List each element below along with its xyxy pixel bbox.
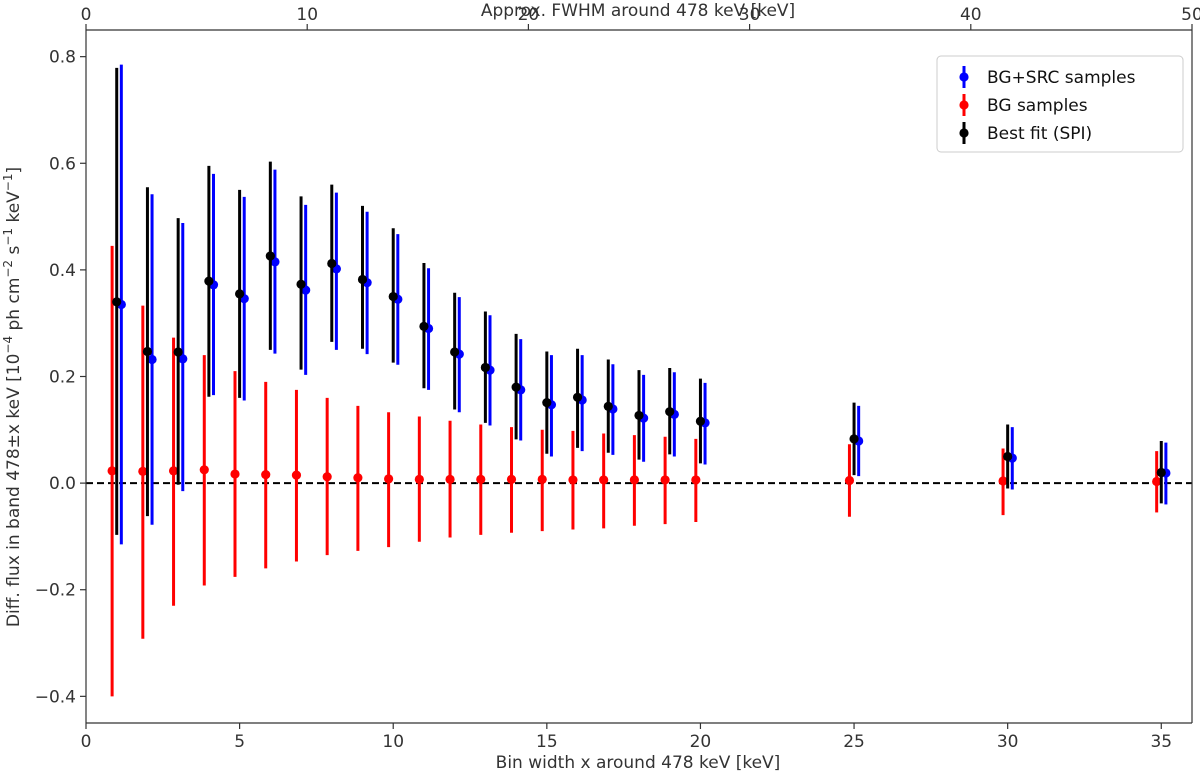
data-point	[1003, 451, 1013, 462]
data-marks	[86, 64, 1192, 697]
data-point	[629, 475, 639, 485]
data-point	[138, 466, 148, 476]
data-point	[419, 321, 429, 331]
data-point	[178, 354, 188, 364]
data-point	[112, 297, 122, 307]
data-point	[634, 410, 644, 421]
series-1	[107, 245, 1162, 697]
data-point	[230, 469, 240, 479]
data-point	[665, 407, 675, 417]
data-point	[388, 291, 398, 302]
data-point	[414, 474, 424, 484]
data-point	[476, 474, 486, 484]
x-tick-label: 0	[81, 732, 92, 752]
data-point	[568, 475, 578, 485]
data-point	[204, 276, 214, 286]
data-point	[235, 289, 245, 299]
top-x-tick-label: 0	[81, 5, 92, 25]
data-point	[322, 472, 332, 482]
data-point	[572, 392, 583, 402]
data-point	[353, 473, 363, 483]
data-point	[107, 466, 117, 476]
data-point	[480, 362, 490, 373]
top-x-tick-label: 40	[960, 5, 982, 25]
y-tick-label: 0.6	[49, 154, 76, 174]
legend-marker	[959, 128, 969, 138]
data-point	[147, 354, 157, 365]
data-point	[265, 251, 275, 261]
y-tick-label: 0.2	[49, 368, 76, 388]
data-point	[537, 474, 547, 484]
x-tick-label: 20	[690, 732, 712, 752]
data-point	[998, 476, 1008, 486]
series-2	[112, 67, 1166, 535]
y-tick-label: 0.4	[49, 261, 76, 281]
data-point	[384, 474, 394, 484]
top-x-tick-label: 20	[518, 5, 540, 25]
x-tick-label: 5	[234, 732, 245, 752]
data-point	[1152, 476, 1162, 487]
data-point	[844, 475, 855, 486]
data-point	[357, 274, 368, 285]
data-point	[542, 398, 552, 408]
data-point	[445, 474, 455, 484]
y-axis-label: Diff. flux in band 478±x keV [10−4 ph cm…	[1, 167, 24, 627]
legend-entries: BG+SRC samples BG samples Best fit (SPI)	[959, 66, 1136, 144]
top-x-tick-label: 30	[739, 5, 761, 25]
top-x-tick-label: 50	[1181, 5, 1200, 25]
legend-marker	[959, 72, 969, 82]
data-point	[450, 347, 460, 357]
data-point	[511, 382, 521, 392]
x-tick-label: 30	[997, 732, 1019, 752]
data-point	[327, 258, 337, 269]
data-point	[691, 475, 701, 485]
x-tick-label: 25	[843, 732, 865, 752]
data-point	[261, 469, 271, 480]
data-point	[506, 474, 517, 484]
legend-label: BG samples	[987, 96, 1088, 116]
top-x-axis-label: Approx. FWHM around 478 keV [keV]	[481, 1, 795, 21]
y-tick-label: 0.0	[49, 474, 76, 494]
data-point	[296, 279, 306, 289]
legend-label: Best fit (SPI)	[987, 124, 1092, 144]
legend-marker	[959, 100, 969, 110]
data-point	[168, 466, 179, 476]
legend-frame	[936, 55, 1184, 153]
data-point	[849, 434, 859, 444]
y-tick-label: −0.2	[35, 581, 76, 601]
data-point	[291, 470, 302, 480]
data-point	[603, 401, 613, 411]
top-x-tick-label: 10	[296, 5, 318, 25]
data-point	[660, 475, 670, 485]
x-tick-label: 10	[382, 732, 404, 752]
y-tick-label: 0.8	[49, 48, 76, 68]
x-axis-label: Bin width x around 478 keV [keV]	[496, 753, 781, 773]
data-point	[695, 416, 706, 426]
x-tick-label: 15	[536, 732, 558, 752]
data-point	[599, 475, 609, 485]
y-tick-label: −0.4	[35, 687, 76, 707]
legend-label: BG+SRC samples	[987, 68, 1136, 88]
x-tick-label: 35	[1150, 732, 1172, 752]
data-point	[173, 347, 183, 357]
data-point	[142, 346, 153, 357]
ticks: 0 5 10 15 20 25 30 35 0 10 20 30 40 50 −0.4 −0.2 0.0 0.2 0…	[35, 5, 1200, 752]
legend: BG+SRC samples BG samples Best fit (SPI)	[936, 55, 1184, 153]
data-point	[199, 465, 209, 475]
data-point	[1156, 467, 1166, 478]
